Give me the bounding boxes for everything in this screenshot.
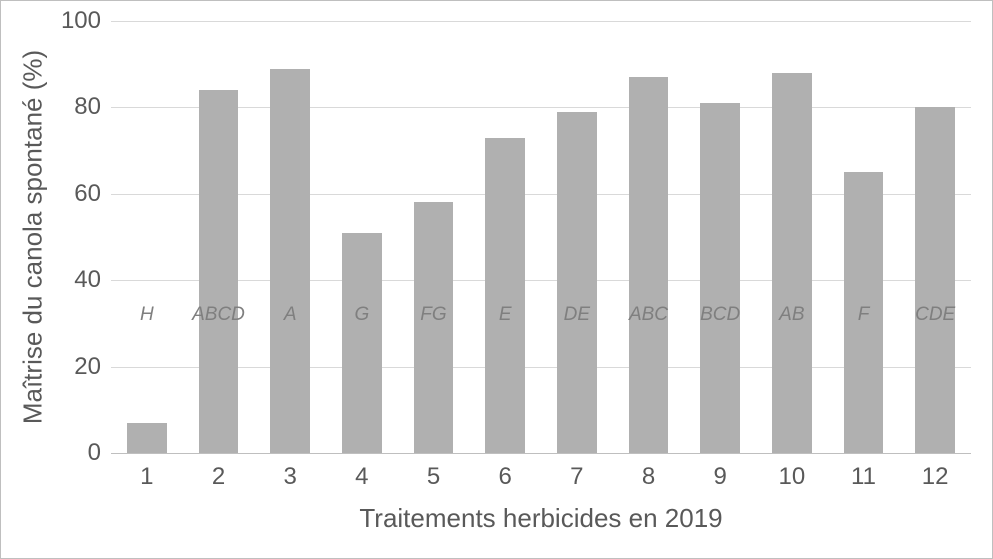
x-tick-label: 2 [212, 453, 225, 491]
y-tick-label: 80 [74, 93, 111, 121]
gridline [111, 107, 971, 108]
bar [557, 112, 596, 453]
bar [270, 69, 309, 453]
x-axis-title: Traitements herbicides en 2019 [359, 503, 722, 534]
y-tick-label: 20 [74, 353, 111, 381]
x-tick-label: 1 [140, 453, 153, 491]
bar-letter-label: G [354, 304, 369, 326]
bar-letter-label: AB [779, 304, 804, 326]
bar-letter-label: F [858, 304, 870, 326]
x-tick-label: 6 [498, 453, 511, 491]
bar [485, 138, 524, 453]
bar-letter-label: DE [564, 304, 590, 326]
bar [700, 103, 739, 453]
bar-letter-label: ABCD [192, 304, 245, 326]
bar [342, 233, 381, 453]
bar [199, 90, 238, 453]
y-tick-label: 0 [88, 439, 111, 467]
bar [414, 202, 453, 453]
bar [772, 73, 811, 453]
bar-letter-label: FG [420, 304, 446, 326]
x-tick-label: 9 [713, 453, 726, 491]
bar-letter-label: ABC [629, 304, 668, 326]
y-tick-label: 100 [61, 7, 111, 35]
x-tick-label: 5 [427, 453, 440, 491]
gridline [111, 367, 971, 368]
y-axis-title: Maîtrise du canola spontané (%) [18, 50, 49, 424]
bar-letter-label: BCD [700, 304, 740, 326]
x-tick-label: 7 [570, 453, 583, 491]
bar [915, 107, 954, 453]
gridline [111, 194, 971, 195]
x-tick-label: 8 [642, 453, 655, 491]
bar-letter-label: E [499, 304, 512, 326]
chart-frame: 0 20 40 60 80 100 1 H 2 ABCD 3 A 4 G 5 FG 6 E 7 DE 8 ABC 9 BCD 1… [0, 0, 993, 559]
x-tick-label: 3 [283, 453, 296, 491]
bar [127, 423, 166, 453]
x-tick-label: 12 [922, 453, 949, 491]
gridline [111, 453, 971, 454]
bar-letter-label: CDE [915, 304, 955, 326]
plot-area: 0204060801001H2ABCD3A4G5FG6E7DE8ABC9BCD1… [111, 21, 971, 453]
bar [629, 77, 668, 453]
bar-letter-label: H [140, 304, 154, 326]
gridline [111, 21, 971, 22]
y-tick-label: 60 [74, 180, 111, 208]
bar-letter-label: A [284, 304, 297, 326]
x-tick-label: 4 [355, 453, 368, 491]
y-tick-label: 40 [74, 266, 111, 294]
x-tick-label: 10 [778, 453, 805, 491]
gridline [111, 280, 971, 281]
x-tick-label: 11 [851, 453, 876, 491]
